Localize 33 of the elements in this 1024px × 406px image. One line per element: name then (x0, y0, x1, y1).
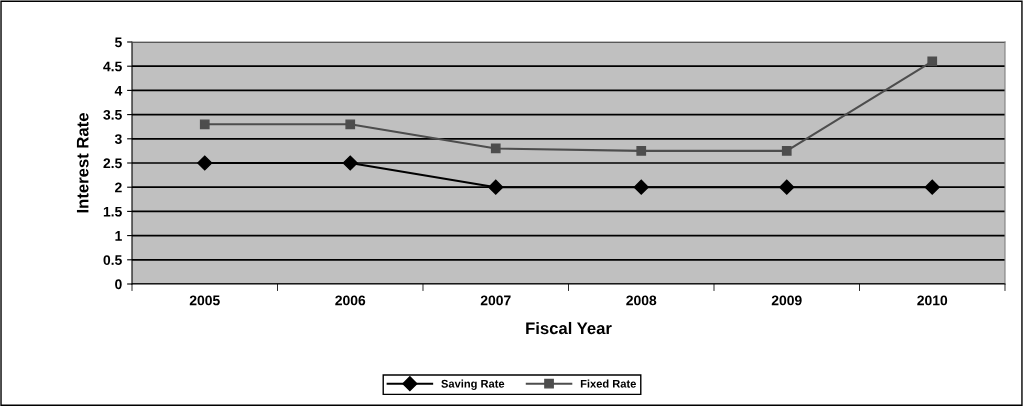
y-tick-label: 5 (114, 37, 122, 48)
y-tick-label: 1 (115, 231, 122, 241)
x-tick-label: 2005 (189, 295, 220, 306)
y-tick-label: 0 (115, 279, 122, 290)
x-tick-label: 2006 (335, 295, 366, 306)
x-axis-title: Fiscal Year (526, 321, 612, 335)
point (488, 179, 504, 195)
point (779, 179, 795, 195)
point (197, 155, 213, 171)
point (342, 155, 358, 171)
point (345, 119, 356, 130)
point (781, 146, 792, 156)
x-tick-label: 2010 (917, 295, 948, 306)
point (636, 146, 647, 156)
y-tick-label: 2 (115, 182, 122, 193)
y-tick-label: 4.5 (103, 61, 122, 72)
y-tick-label: 3.5 (103, 109, 122, 120)
legend-label: Saving Rate (441, 379, 505, 390)
point (924, 179, 940, 195)
x-tick-label: 2007 (480, 295, 511, 306)
y-tick-label: 1.5 (103, 206, 122, 217)
legend-label: Fixed Rate (580, 379, 636, 388)
point (927, 56, 938, 67)
y-axis-title: Interest Rate (76, 113, 89, 213)
point (633, 179, 649, 195)
y-tick-label: 0.5 (103, 255, 122, 265)
point (490, 143, 501, 154)
point (199, 119, 210, 130)
y-tick-label: 2.5 (103, 158, 122, 169)
x-tick-label: 2008 (626, 295, 657, 306)
y-tick-label: 3 (114, 134, 122, 144)
x-tick-label: 2009 (771, 295, 802, 306)
y-tick-label: 4 (114, 85, 123, 96)
